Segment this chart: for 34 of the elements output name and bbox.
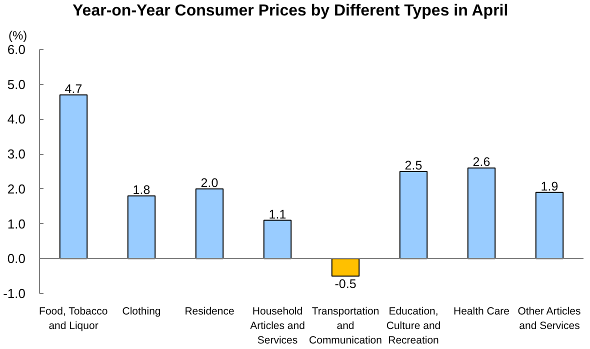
bar [127,195,156,260]
bar [195,188,224,260]
data-label: -0.5 [334,277,356,292]
x-tick-label: Education, Culture and Recreation [386,306,441,346]
bar [59,94,88,260]
x-tick-label: Other Articles and Services [518,306,581,332]
bar [263,220,292,260]
y-tick-label: 4.0 [7,112,26,127]
bar [331,258,360,277]
x-tick-label: Household Articles and Services [250,306,306,346]
bar [399,171,428,260]
y-tick-label: 1.0 [7,216,26,232]
x-tick-label: Residence [184,306,234,318]
bar [467,168,496,260]
y-tick-label: 3.0 [7,146,26,162]
y-tick-label: 0.0 [7,251,26,266]
y-tick-label: 6.0 [7,42,26,57]
data-label: 4.7 [64,82,82,96]
data-label: 2.0 [200,176,218,190]
data-label: 1.9 [540,179,558,194]
bar [535,192,564,260]
x-tick-label: Clothing [122,306,161,318]
data-label: 2.6 [472,155,490,170]
data-label: 1.1 [268,207,286,222]
chart-title: Year-on-Year Consumer Prices by Different Types in April [72,2,508,20]
x-tick-label: Health Care [453,306,510,318]
x-tick-label: Transportation and Communication [309,306,382,346]
x-tick-label: Food, Tobacco and Liquor [39,306,108,332]
y-tick-label: -1.0 [3,286,26,301]
data-label: 2.5 [404,158,422,172]
y-axis-title: (%) [8,28,28,42]
data-label: 1.8 [132,182,150,197]
y-tick-label: 2.0 [7,181,26,196]
y-tick-label: 5.0 [7,76,26,92]
